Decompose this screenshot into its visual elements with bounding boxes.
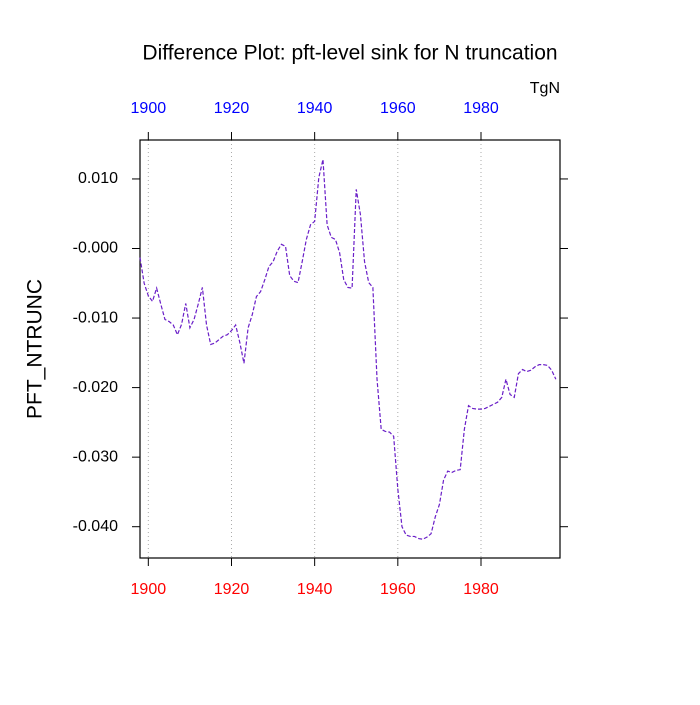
units-label: TgN <box>530 80 560 97</box>
x-tick-label-top: 1940 <box>297 100 333 117</box>
y-tick-label: -0.000 <box>73 240 118 257</box>
y-tick-label: -0.020 <box>73 379 118 396</box>
x-tick-label: 1900 <box>131 581 167 598</box>
x-tick-label: 1940 <box>297 581 333 598</box>
y-tick-label: -0.030 <box>73 448 118 465</box>
x-tick-label: 1980 <box>463 581 499 598</box>
x-tick-label-top: 1960 <box>380 100 416 117</box>
x-tick-label-top: 1980 <box>463 100 499 117</box>
y-tick-label: -0.040 <box>73 518 118 535</box>
chart-title: Difference Plot: pft-level sink for N tr… <box>142 42 557 65</box>
data-line <box>139 159 557 540</box>
x-tick-label-top: 1900 <box>131 100 167 117</box>
y-tick-label: -0.010 <box>73 309 118 326</box>
plot-frame <box>139 139 561 559</box>
x-tick-label-top: 1920 <box>214 100 250 117</box>
y-axis-label: PFT_NTRUNC <box>24 279 47 419</box>
x-tick-label: 1960 <box>380 581 416 598</box>
x-tick-label: 1920 <box>214 581 250 598</box>
y-tick-label: 0.010 <box>78 170 118 187</box>
